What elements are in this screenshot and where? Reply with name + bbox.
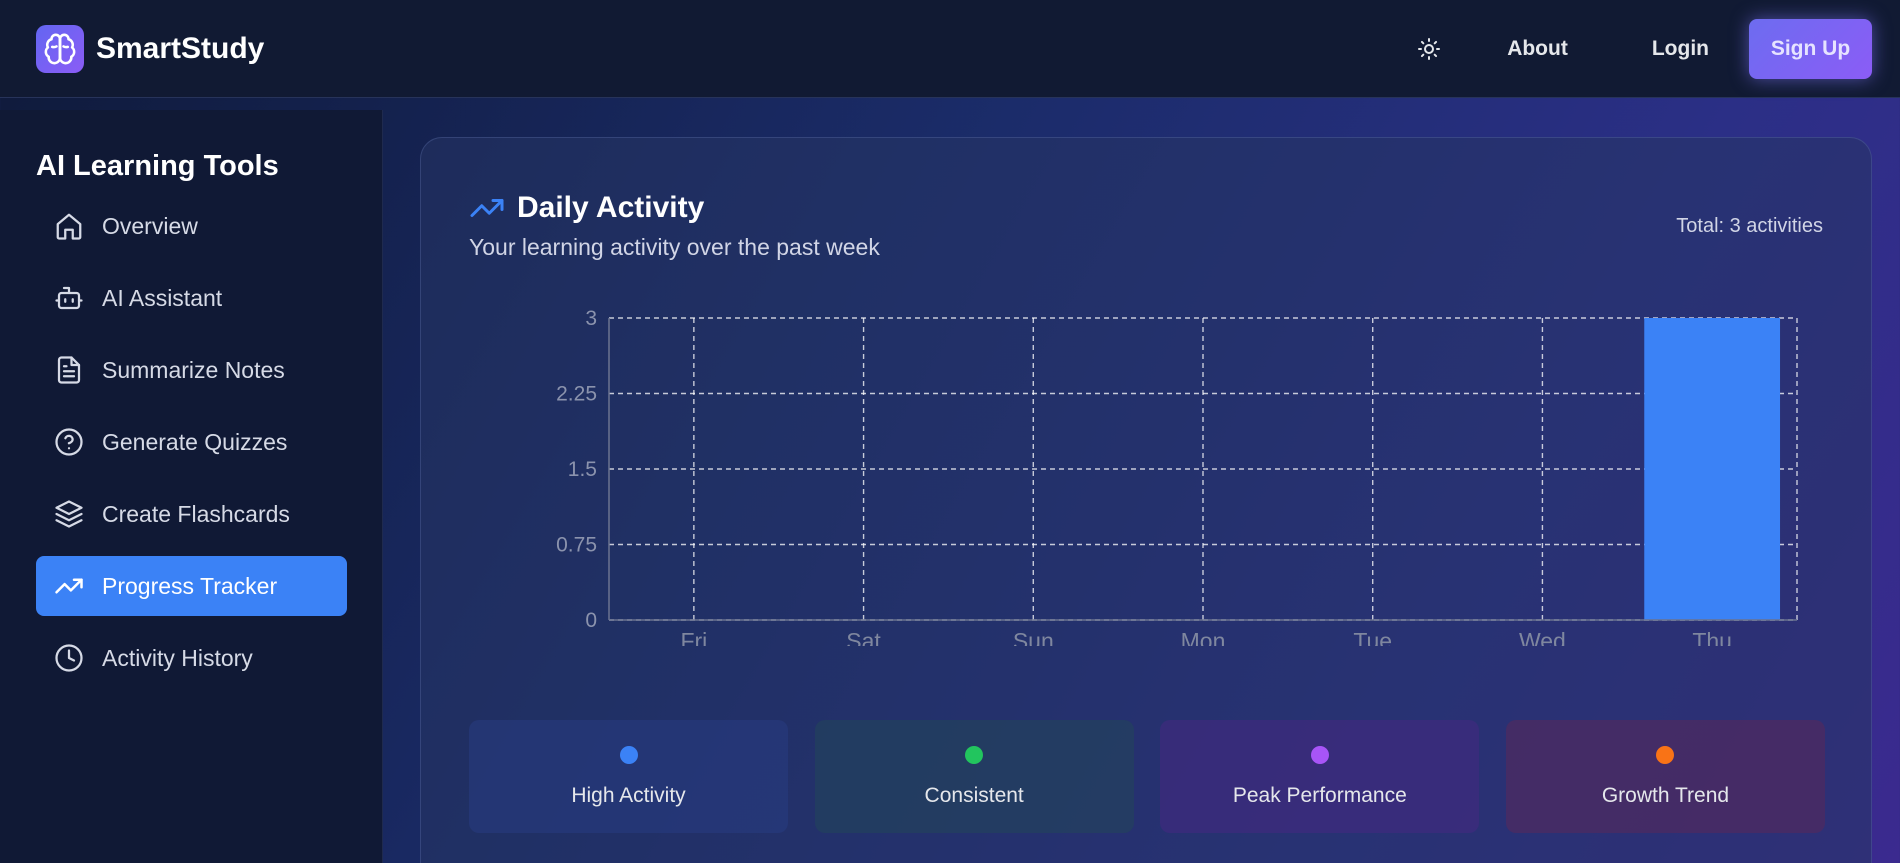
sidebar-item-generate-quizzes[interactable]: Generate Quizzes <box>36 412 347 472</box>
x-tick-label: Thu <box>1692 628 1732 646</box>
x-tick-label: Tue <box>1353 628 1392 646</box>
home-icon <box>56 213 82 240</box>
legend-high-activity: High Activity <box>469 720 788 833</box>
legend-dot <box>1310 745 1329 764</box>
sidebar-title: AI Learning Tools <box>36 150 279 182</box>
y-tick-label: 0.75 <box>556 534 597 557</box>
help-circle-icon <box>55 428 83 456</box>
sun-icon <box>1418 37 1441 60</box>
legend-label: Peak Performance <box>1232 783 1407 807</box>
x-tick-label: Sat <box>846 628 881 646</box>
signup-button[interactable]: Sign Up <box>1749 18 1872 79</box>
total-activities: Total: 3 activities <box>1676 215 1823 237</box>
card-title: Daily Activity <box>517 191 705 224</box>
legend-consistent: Consistent <box>814 720 1134 833</box>
sidebar-item-label: Overview <box>102 212 198 239</box>
legend-label: Consistent <box>924 783 1024 807</box>
sidebar-item-create-flashcards[interactable]: Create Flashcards <box>36 484 347 544</box>
y-tick-label: 1.5 <box>568 458 597 481</box>
y-tick-label: 2.25 <box>556 383 597 406</box>
card-header: Daily Activity <box>469 190 704 226</box>
legend-growth-trend: Growth Trend <box>1505 720 1825 833</box>
sidebar-item-label: Generate Quizzes <box>102 428 288 455</box>
x-tick-label: Sun <box>1013 628 1054 646</box>
login-link[interactable]: Login <box>1651 36 1709 60</box>
brain-icon <box>36 24 84 73</box>
legend-label: High Activity <box>571 783 686 807</box>
brand-name: SmartStudy <box>96 31 265 65</box>
about-link[interactable]: About <box>1507 36 1568 60</box>
legend-row: High Activity Consistent Peak Performanc… <box>469 720 1825 833</box>
sidebar-menu: Overview AI Assistant Summarize Notes Ge… <box>36 196 347 700</box>
sidebar-item-label: Create Flashcards <box>102 500 290 527</box>
daily-activity-card: Daily Activity Your learning activity ov… <box>420 137 1872 863</box>
card-subtitle: Your learning activity over the past wee… <box>469 234 880 260</box>
bar-thu <box>1644 318 1781 620</box>
legend-dot <box>965 745 984 764</box>
sidebar: AI Learning Tools Overview AI Assistant … <box>0 110 383 863</box>
sidebar-item-ai-assistant[interactable]: AI Assistant <box>36 268 347 328</box>
sidebar-item-label: Activity History <box>102 644 253 671</box>
legend-dot <box>1656 745 1675 764</box>
top-navbar: SmartStudy About Login Sign Up <box>0 0 1900 98</box>
sidebar-item-activity-history[interactable]: Activity History <box>36 628 347 688</box>
y-tick-label: 0 <box>585 609 597 632</box>
legend-label: Growth Trend <box>1601 783 1730 807</box>
sidebar-item-label: AI Assistant <box>102 284 223 311</box>
clock-icon <box>55 644 83 672</box>
y-tick-label: 3 <box>585 307 597 330</box>
legend-peak-performance: Peak Performance <box>1160 720 1480 833</box>
sidebar-item-label: Progress Tracker <box>102 572 278 599</box>
x-tick-label: Fri <box>680 628 707 646</box>
document-icon <box>57 356 81 384</box>
layers-icon <box>55 500 83 528</box>
activity-bar-chart: 0 0.75 1.5 2.25 3 Fri Sat Sun Mon Tue Wed Thu <box>556 307 1798 646</box>
header-nav: About Login Sign Up <box>1409 18 1900 79</box>
x-tick-label: Wed <box>1519 628 1566 646</box>
legend-dot <box>619 745 638 764</box>
bot-icon <box>55 286 83 310</box>
trending-up-icon <box>55 578 83 594</box>
theme-toggle-button[interactable] <box>1409 29 1449 69</box>
sidebar-item-progress-tracker[interactable]: Progress Tracker <box>36 556 347 616</box>
sidebar-item-summarize-notes[interactable]: Summarize Notes <box>36 340 347 400</box>
sidebar-item-overview[interactable]: Overview <box>36 196 347 256</box>
x-tick-label: Mon <box>1181 628 1226 646</box>
sidebar-item-label: Summarize Notes <box>102 356 285 383</box>
brand[interactable]: SmartStudy <box>36 24 265 73</box>
trending-up-icon <box>470 199 504 217</box>
